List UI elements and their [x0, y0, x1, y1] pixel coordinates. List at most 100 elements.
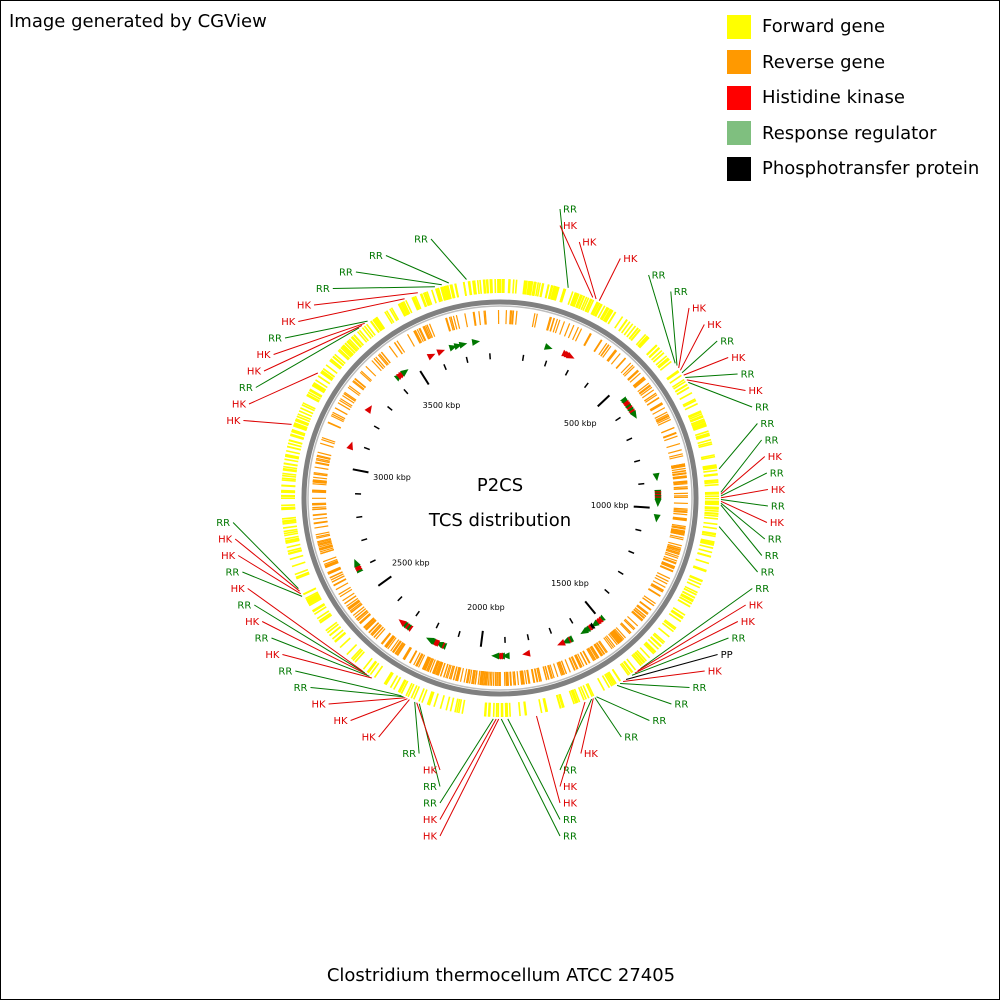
forward-gene-mark	[490, 279, 493, 294]
forward-gene-mark	[334, 353, 346, 365]
forward-gene-mark	[692, 422, 706, 429]
forward-gene-mark	[329, 359, 342, 370]
forward-gene-mark	[704, 509, 719, 512]
reverse-gene-mark	[598, 342, 608, 356]
reverse-gene-mark	[443, 663, 449, 678]
forward-gene-mark	[704, 511, 719, 515]
forward-gene-mark	[348, 338, 360, 350]
forward-gene-mark	[689, 574, 704, 582]
forward-gene-mark	[691, 420, 706, 427]
backbone-inner-edge	[307, 305, 693, 691]
forward-gene-mark	[580, 296, 588, 311]
reverse-gene-mark	[354, 378, 366, 389]
reverse-gene-mark	[424, 325, 432, 339]
forward-gene-mark	[346, 340, 358, 353]
callout-line	[536, 715, 561, 804]
reverse-gene-mark	[317, 451, 332, 457]
forward-gene-mark	[559, 693, 565, 708]
forward-gene-mark	[285, 538, 300, 543]
reverse-gene-mark	[395, 642, 405, 655]
forward-gene-mark	[428, 691, 435, 706]
forward-gene-mark	[703, 516, 719, 520]
reverse-gene-mark	[662, 431, 677, 438]
reverse-gene-mark	[509, 671, 512, 686]
reverse-gene-mark	[371, 625, 383, 637]
reverse-gene-mark	[559, 661, 566, 675]
forward-gene-mark	[282, 518, 297, 522]
reverse-gene-mark	[661, 561, 676, 568]
forward-gene-mark	[286, 445, 301, 451]
forward-gene-mark	[482, 279, 486, 294]
reverse-gene-mark	[655, 574, 669, 582]
reverse-gene-mark	[449, 665, 455, 680]
forward-gene-mark	[291, 428, 306, 435]
reverse-gene-mark	[416, 328, 424, 343]
reverse-gene-mark	[673, 508, 688, 512]
reverse-gene-mark	[593, 339, 602, 352]
forward-gene-mark	[663, 620, 676, 631]
feature-label: HK	[221, 551, 236, 562]
generator-credit: Image generated by CGView	[9, 11, 267, 32]
forward-gene-mark	[686, 581, 701, 589]
reverse-gene-mark	[445, 317, 451, 332]
reverse-gene-mark	[403, 647, 412, 661]
forward-gene-mark	[456, 698, 461, 713]
feature-label: HK	[563, 799, 578, 810]
forward-gene-mark	[433, 693, 439, 708]
forward-gene-mark	[426, 291, 433, 306]
forward-gene-mark	[527, 281, 532, 296]
callout-line	[679, 324, 705, 371]
reverse-gene-mark	[642, 597, 655, 607]
forward-gene-mark	[704, 479, 719, 482]
reverse-gene-mark	[650, 402, 663, 412]
reverse-gene-mark	[671, 464, 686, 469]
callout-line	[416, 702, 441, 771]
tick-label: 1500 kbp	[551, 579, 589, 588]
feature-label: RR	[339, 268, 353, 279]
reverse-gene-mark	[446, 664, 452, 679]
forward-gene-mark	[334, 632, 347, 643]
feature-label: HK	[582, 238, 597, 249]
forward-gene-mark	[683, 399, 697, 408]
forward-gene-mark	[508, 702, 512, 717]
reverse-gene-mark	[368, 622, 380, 634]
reverse-gene-mark	[352, 379, 365, 390]
callout-line	[284, 320, 368, 339]
reverse-gene-mark	[627, 369, 639, 381]
feature-label: HK	[281, 317, 296, 328]
tick-label: 2500 kbp	[392, 558, 430, 567]
reverse-gene-mark	[378, 353, 389, 365]
reverse-gene-mark	[548, 664, 554, 679]
forward-gene-mark	[341, 345, 353, 357]
reverse-gene-mark	[672, 476, 687, 480]
reverse-gene-mark	[421, 656, 429, 670]
forward-gene-mark	[522, 280, 526, 295]
forward-gene-mark	[698, 548, 713, 554]
reverse-gene-mark	[623, 366, 635, 377]
reverse-gene-mark	[656, 416, 671, 425]
forward-gene-mark	[620, 321, 631, 334]
forward-gene-mark	[312, 603, 326, 613]
tcs-marker	[398, 619, 408, 627]
reverse-gene-mark	[667, 543, 682, 549]
feature-label: RR	[768, 535, 782, 546]
callout-line	[678, 307, 690, 369]
reverse-gene-mark	[574, 328, 583, 342]
forward-gene-mark	[577, 295, 585, 310]
forward-gene-mark	[389, 675, 399, 689]
reverse-gene-mark	[673, 507, 688, 510]
reverse-gene-mark	[388, 345, 398, 358]
tcs-marker	[565, 351, 575, 359]
reverse-gene-mark	[331, 413, 345, 421]
tcs-marker	[629, 410, 637, 419]
forward-gene-mark	[421, 689, 428, 703]
reverse-gene-mark	[335, 582, 349, 591]
reverse-gene-mark	[636, 604, 649, 614]
reverse-gene-mark	[391, 640, 401, 653]
tick-mark	[626, 437, 633, 442]
tick-mark	[543, 360, 548, 367]
reverse-gene-mark	[524, 670, 528, 685]
forward-gene-mark	[410, 685, 418, 699]
forward-gene-mark	[285, 449, 301, 455]
reverse-gene-mark	[396, 643, 405, 656]
